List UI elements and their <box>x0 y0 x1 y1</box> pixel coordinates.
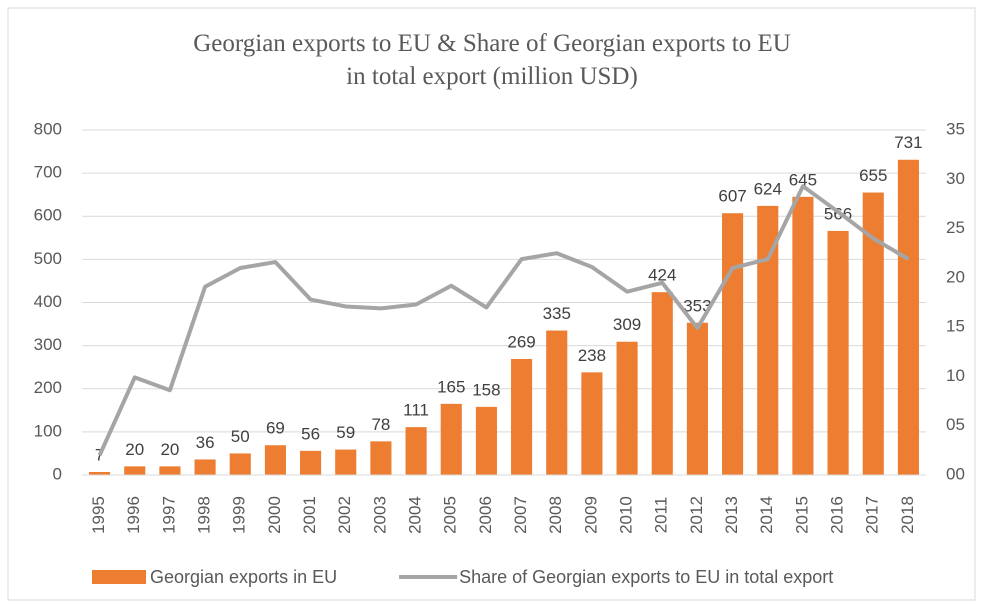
x-tick-label: 2008 <box>546 496 565 534</box>
bar <box>300 450 322 475</box>
x-tick-label: 1998 <box>195 496 214 534</box>
x-tick-label: 2014 <box>757 496 776 534</box>
value-label: 59 <box>336 423 355 442</box>
y2-tick-label: 20 <box>946 267 965 286</box>
y-tick-label: 300 <box>34 335 62 354</box>
y-tick-label: 400 <box>34 292 62 311</box>
value-label: 36 <box>196 433 215 452</box>
y2-tick-label: 30 <box>946 169 965 188</box>
bar <box>827 230 849 475</box>
value-label: 50 <box>231 427 250 446</box>
value-label: 731 <box>894 133 922 152</box>
bar <box>757 205 779 475</box>
x-tick-label: 2015 <box>792 496 811 534</box>
y2-tick-label: 25 <box>946 218 965 237</box>
x-tick-label: 2013 <box>722 496 741 534</box>
y-tick-label: 0 <box>53 464 62 483</box>
y-tick-label: 100 <box>34 421 62 440</box>
legend-label: Georgian exports in EU <box>150 567 337 587</box>
x-tick-label: 2002 <box>335 496 354 534</box>
value-label: 424 <box>648 266 676 285</box>
bar <box>264 445 286 475</box>
bar <box>792 196 814 475</box>
x-tick-label: 2000 <box>265 496 284 534</box>
y-tick-label: 600 <box>34 206 62 225</box>
y-tick-label: 200 <box>34 378 62 397</box>
bar <box>581 372 603 475</box>
y-tick-label: 500 <box>34 249 62 268</box>
bar <box>229 453 251 475</box>
bar <box>370 441 392 475</box>
x-tick-label: 1999 <box>230 496 249 534</box>
value-label: 269 <box>507 332 535 351</box>
bar <box>616 341 638 475</box>
x-tick-label: 2004 <box>406 496 425 534</box>
value-label: 165 <box>437 377 465 396</box>
x-tick-label: 2018 <box>898 496 917 534</box>
bar <box>335 449 357 475</box>
y-tick-label: 700 <box>34 163 62 182</box>
legend-label: Share of Georgian exports to EU in total… <box>459 567 833 587</box>
y2-tick-label: 35 <box>946 119 965 138</box>
y2-tick-label: 15 <box>946 317 965 336</box>
value-label: 158 <box>472 380 500 399</box>
x-tick-label: 2003 <box>370 496 389 534</box>
y2-tick-label: 10 <box>946 366 965 385</box>
bar <box>194 459 216 475</box>
x-tick-label: 2011 <box>652 497 671 534</box>
value-label: 69 <box>266 419 285 438</box>
bar <box>546 330 568 475</box>
bar <box>651 292 673 475</box>
x-tick-label: 2001 <box>300 496 319 534</box>
value-label: 238 <box>578 346 606 365</box>
value-label: 111 <box>403 401 429 420</box>
bar <box>159 466 181 475</box>
legend-swatch <box>92 570 146 584</box>
value-label: 309 <box>613 315 641 334</box>
x-tick-label: 2017 <box>863 496 882 534</box>
value-label: 655 <box>859 166 887 185</box>
x-tick-label: 2007 <box>511 496 530 534</box>
x-tick-label: 1997 <box>159 496 178 534</box>
value-label: 353 <box>683 296 711 315</box>
chart-border <box>7 7 976 601</box>
bar <box>475 406 497 475</box>
x-tick-label: 2005 <box>441 496 460 534</box>
x-tick-label: 2006 <box>476 496 495 534</box>
x-tick-label: 1995 <box>89 496 108 534</box>
value-label: 20 <box>160 440 179 459</box>
line <box>97 184 910 457</box>
bar <box>722 213 744 475</box>
y-tick-label: 800 <box>34 119 62 138</box>
value-label: 624 <box>754 179 782 198</box>
bar <box>511 358 533 475</box>
bar <box>862 192 884 475</box>
y2-tick-label: 00 <box>946 464 965 483</box>
chart-title: Georgian exports to EU & Share of Georgi… <box>193 30 791 90</box>
x-tick-label: 2010 <box>617 496 636 534</box>
x-tick-label: 2012 <box>687 496 706 534</box>
bar <box>124 466 146 475</box>
y2-tick-label: 05 <box>946 415 965 434</box>
x-tick-label: 2016 <box>828 496 847 534</box>
value-label: 56 <box>301 424 320 443</box>
x-tick-label: 1996 <box>124 496 143 534</box>
bar <box>686 322 708 475</box>
bar <box>89 471 111 475</box>
value-label: 20 <box>125 440 144 459</box>
bar <box>405 427 427 475</box>
bar <box>897 159 919 475</box>
value-label: 607 <box>718 187 746 206</box>
value-label: 335 <box>543 304 571 323</box>
value-label: 645 <box>789 170 817 189</box>
x-tick-label: 2009 <box>581 496 600 534</box>
bar <box>440 403 462 475</box>
value-label: 78 <box>371 415 390 434</box>
